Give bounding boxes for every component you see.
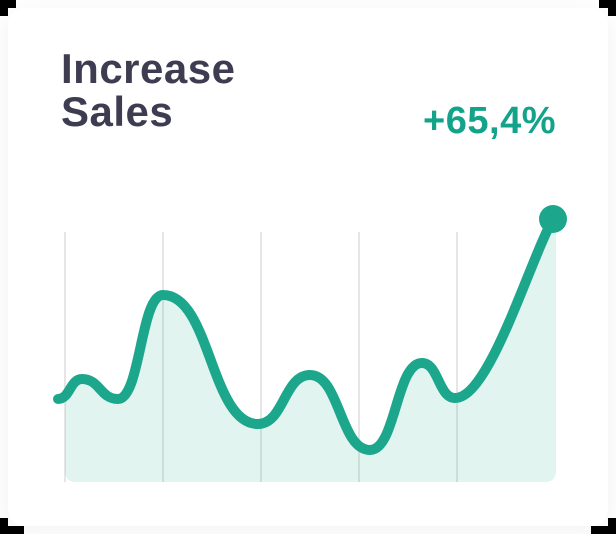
- crop-marker-bottom-left-icon: [0, 518, 24, 534]
- chart-area-fill: [65, 219, 556, 482]
- chart-end-dot: [539, 205, 567, 233]
- crop-marker-top-right-icon: [599, 0, 616, 16]
- chart-line: [53, 214, 558, 455]
- card-title: Increase Sales: [61, 47, 235, 133]
- card-title-line1: Increase: [61, 45, 236, 92]
- sales-card: [8, 8, 608, 526]
- card-title-line2: Sales: [61, 88, 174, 135]
- crop-marker-top-left-icon: [0, 0, 16, 16]
- crop-marker-bottom-right-icon: [591, 518, 616, 534]
- sales-delta-percentage: +65,4%: [423, 100, 556, 142]
